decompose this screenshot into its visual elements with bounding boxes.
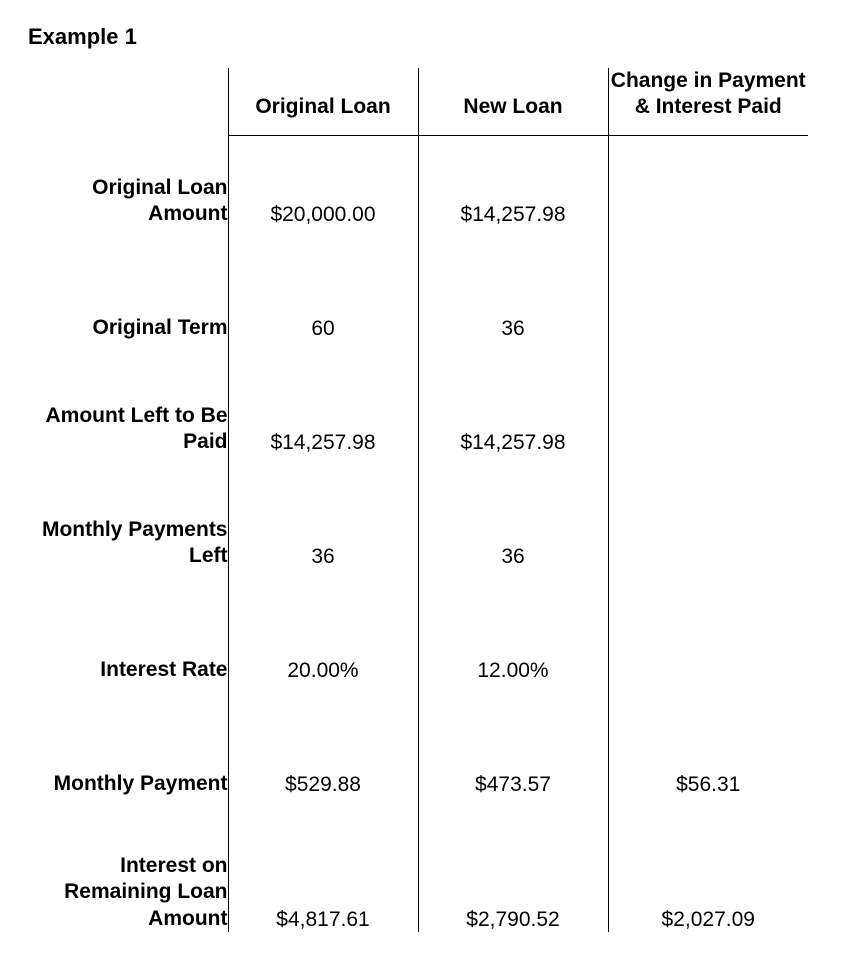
- cell-change: $2,027.09: [608, 853, 808, 932]
- row-label: Original Term: [28, 283, 228, 341]
- cell-new: 36: [418, 511, 608, 569]
- cell-change: [608, 397, 808, 455]
- cell-original: 60: [228, 283, 418, 341]
- cell-new: $14,257.98: [418, 169, 608, 227]
- row-label: Amount Left to Be Paid: [28, 397, 228, 455]
- cell-original: 36: [228, 511, 418, 569]
- table-row: Monthly Payment $529.88 $473.57 $56.31: [28, 739, 808, 797]
- cell-new: $14,257.98: [418, 397, 608, 455]
- cell-original: 20.00%: [228, 625, 418, 683]
- cell-new: 36: [418, 283, 608, 341]
- loan-comparison-table: Original Loan New Loan Change in Payment…: [28, 68, 808, 932]
- cell-original: $14,257.98: [228, 397, 418, 455]
- cell-change: [608, 625, 808, 683]
- cell-new: $473.57: [418, 739, 608, 797]
- table-header-change: Change in Payment & Interest Paid: [608, 68, 808, 135]
- table-row: Amount Left to Be Paid $14,257.98 $14,25…: [28, 397, 808, 455]
- page-title: Example 1: [28, 24, 826, 50]
- row-label: Interest Rate: [28, 625, 228, 683]
- cell-change: $56.31: [608, 739, 808, 797]
- row-label: Monthly Payments Left: [28, 511, 228, 569]
- table-header-empty: [28, 68, 228, 135]
- table-row: Interest on Remaining Loan Amount $4,817…: [28, 853, 808, 932]
- table-row: Monthly Payments Left 36 36: [28, 511, 808, 569]
- cell-new: $2,790.52: [418, 853, 608, 932]
- cell-change: [608, 283, 808, 341]
- cell-new: 12.00%: [418, 625, 608, 683]
- table-row: Interest Rate 20.00% 12.00%: [28, 625, 808, 683]
- cell-change: [608, 169, 808, 227]
- cell-original: $529.88: [228, 739, 418, 797]
- table-header-row: Original Loan New Loan Change in Payment…: [28, 68, 808, 135]
- row-label: Original Loan Amount: [28, 169, 228, 227]
- table-header-original: Original Loan: [228, 68, 418, 135]
- row-label: Monthly Payment: [28, 739, 228, 797]
- row-label: Interest on Remaining Loan Amount: [28, 853, 228, 932]
- cell-original: $4,817.61: [228, 853, 418, 932]
- table-header-new: New Loan: [418, 68, 608, 135]
- cell-original: $20,000.00: [228, 169, 418, 227]
- table-row: Original Term 60 36: [28, 283, 808, 341]
- cell-change: [608, 511, 808, 569]
- table-row: Original Loan Amount $20,000.00 $14,257.…: [28, 169, 808, 227]
